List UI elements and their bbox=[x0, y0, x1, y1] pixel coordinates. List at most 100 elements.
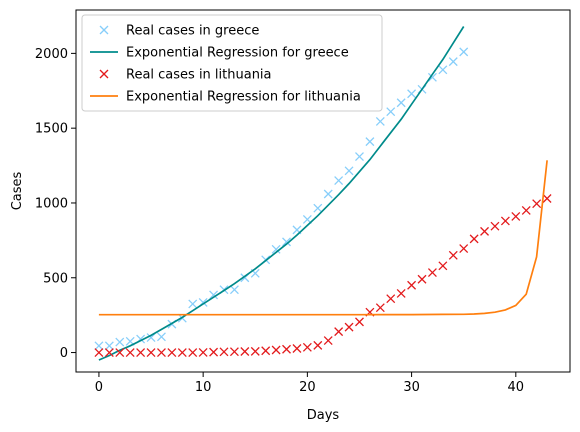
y-tick-label: 0 bbox=[60, 346, 68, 361]
marker-stroke bbox=[177, 348, 187, 358]
marker-stroke bbox=[344, 166, 354, 176]
data-point-2-2 bbox=[115, 348, 125, 358]
data-point-0-6 bbox=[157, 332, 166, 342]
data-point-2-37 bbox=[480, 226, 489, 236]
marker-stroke bbox=[104, 341, 114, 351]
data-point-2-12 bbox=[219, 347, 229, 357]
data-point-0-34 bbox=[448, 57, 458, 67]
marker-stroke bbox=[94, 341, 104, 351]
marker-stroke bbox=[136, 348, 146, 358]
marker-stroke bbox=[209, 290, 219, 300]
marker-stroke bbox=[146, 333, 156, 343]
data-point-2-11 bbox=[209, 347, 219, 357]
data-point-2-0 bbox=[94, 348, 104, 358]
marker-stroke bbox=[250, 268, 260, 278]
marker-stroke bbox=[198, 347, 208, 357]
data-point-2-22 bbox=[323, 336, 333, 346]
data-point-2-32 bbox=[427, 268, 437, 277]
data-point-2-8 bbox=[177, 348, 187, 358]
marker-stroke bbox=[355, 152, 364, 162]
data-point-2-5 bbox=[146, 348, 156, 358]
data-point-0-25 bbox=[355, 152, 364, 162]
marker-stroke bbox=[532, 199, 542, 209]
data-point-2-18 bbox=[282, 344, 291, 354]
legend-label: Real cases in greece bbox=[126, 24, 259, 39]
x-axis-title: Days bbox=[307, 408, 340, 423]
data-point-2-14 bbox=[240, 347, 250, 356]
data-point-0-26 bbox=[365, 137, 375, 147]
marker-stroke bbox=[282, 237, 291, 247]
marker-stroke bbox=[396, 289, 406, 298]
data-point-2-30 bbox=[407, 280, 417, 290]
data-point-0-9 bbox=[188, 299, 198, 309]
marker-stroke bbox=[459, 244, 469, 254]
plot-frame bbox=[75, 9, 571, 373]
marker-stroke bbox=[157, 332, 166, 342]
x-tick-label: 40 bbox=[508, 380, 525, 395]
marker-stroke bbox=[209, 347, 219, 357]
marker-stroke bbox=[115, 348, 125, 358]
x-tick-label: 20 bbox=[299, 380, 316, 395]
marker-stroke bbox=[99, 25, 109, 35]
marker-stroke bbox=[292, 225, 302, 235]
legend-marker-swatch bbox=[99, 25, 109, 35]
marker-stroke bbox=[157, 348, 166, 358]
series-line-1 bbox=[98, 26, 465, 361]
data-point-2-21 bbox=[313, 340, 323, 350]
series-line-3 bbox=[98, 160, 548, 316]
data-point-2-35 bbox=[459, 244, 469, 254]
marker-stroke bbox=[250, 346, 260, 356]
data-point-2-36 bbox=[469, 234, 479, 244]
data-point-2-10 bbox=[198, 347, 208, 357]
data-point-0-29 bbox=[396, 98, 406, 108]
legend: Real cases in greece Exponential Regressi… bbox=[81, 14, 383, 112]
data-point-0-24 bbox=[344, 166, 354, 176]
marker-stroke bbox=[282, 344, 291, 354]
data-point-2-38 bbox=[490, 221, 500, 231]
marker-stroke bbox=[302, 342, 312, 352]
data-point-2-25 bbox=[355, 317, 364, 327]
marker-stroke bbox=[521, 205, 531, 215]
marker-stroke bbox=[511, 211, 521, 221]
data-point-2-3 bbox=[125, 348, 135, 358]
data-point-0-13 bbox=[229, 285, 239, 295]
marker-stroke bbox=[469, 234, 479, 244]
marker-stroke bbox=[271, 244, 281, 254]
marker-stroke bbox=[115, 337, 125, 347]
marker-stroke bbox=[229, 347, 239, 357]
legend-box bbox=[81, 14, 383, 112]
data-point-2-39 bbox=[500, 216, 510, 226]
marker-stroke bbox=[334, 176, 344, 185]
marker-stroke bbox=[344, 322, 354, 332]
data-point-0-27 bbox=[375, 116, 385, 126]
marker-stroke bbox=[94, 348, 104, 358]
marker-stroke bbox=[407, 89, 417, 99]
data-point-2-15 bbox=[250, 346, 260, 356]
marker-stroke bbox=[261, 346, 271, 356]
marker-stroke bbox=[323, 336, 333, 346]
marker-stroke bbox=[427, 268, 437, 277]
marker-stroke bbox=[355, 317, 364, 327]
data-point-2-34 bbox=[448, 250, 458, 260]
y-axis-ticks: 0 500 1000 1500 2000 bbox=[35, 47, 76, 361]
data-marks bbox=[94, 26, 552, 361]
data-point-2-28 bbox=[386, 294, 396, 304]
legend-marker-swatch bbox=[99, 69, 109, 79]
marker-stroke bbox=[365, 137, 375, 147]
data-point-0-30 bbox=[407, 89, 417, 99]
data-point-2-17 bbox=[271, 345, 281, 355]
data-point-2-6 bbox=[157, 348, 166, 358]
marker-stroke bbox=[407, 280, 417, 290]
marker-stroke bbox=[417, 274, 427, 284]
data-point-2-9 bbox=[188, 348, 198, 358]
marker-stroke bbox=[459, 47, 469, 57]
data-point-0-21 bbox=[313, 203, 323, 213]
data-point-0-17 bbox=[271, 244, 281, 254]
data-point-0-23 bbox=[334, 176, 344, 185]
data-point-2-23 bbox=[334, 327, 344, 337]
data-point-2-29 bbox=[396, 289, 406, 298]
marker-stroke bbox=[240, 347, 250, 356]
data-point-0-35 bbox=[459, 47, 469, 57]
marker-stroke bbox=[448, 250, 458, 260]
marker-stroke bbox=[188, 299, 198, 309]
